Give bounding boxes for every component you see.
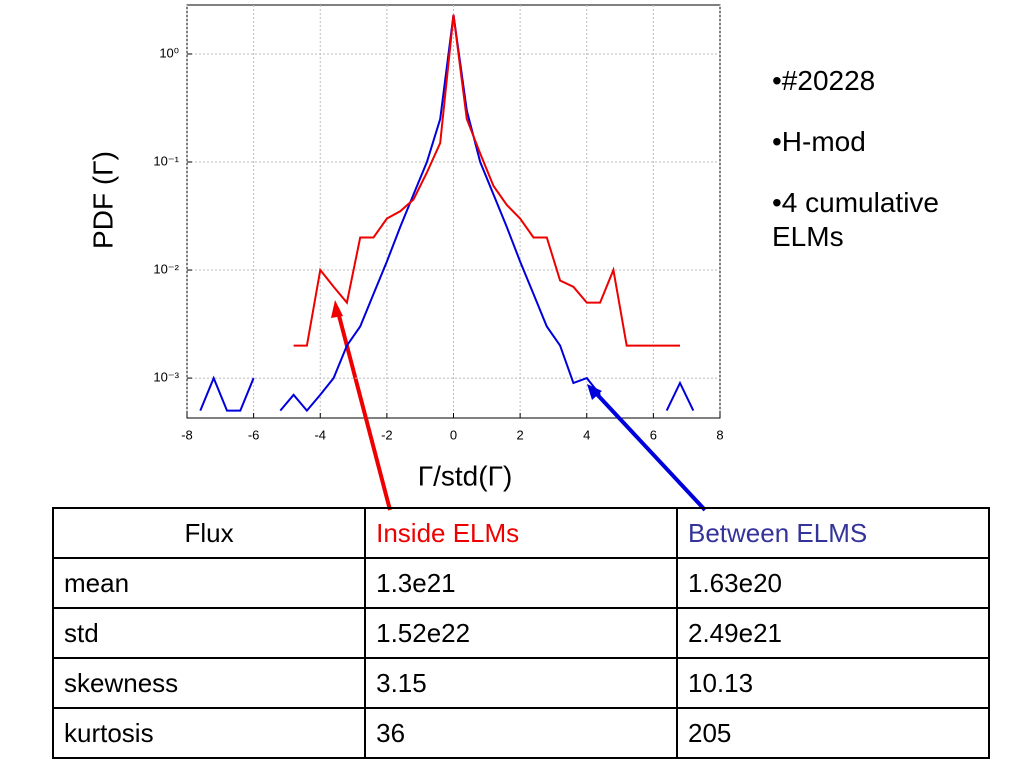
arrow <box>591 388 707 512</box>
table-cell: 205 <box>676 707 990 759</box>
x-tick-label: 0 <box>450 427 457 442</box>
table-header: Flux Inside ELMs Between ELMS <box>51 507 990 559</box>
table-cell: 10.13 <box>676 657 990 709</box>
table-cell: std <box>51 607 367 659</box>
bullet: •4 cumulative ELMs <box>772 187 939 252</box>
header-cell: Between ELMS <box>676 507 990 559</box>
y-tick-label: 10⁻¹ <box>153 153 179 168</box>
x-tick-label: 4 <box>583 427 590 442</box>
x-tick-label: -6 <box>248 427 260 442</box>
x-tick-label: 2 <box>517 427 524 442</box>
table-row: std 1.52e22 2.49e21 <box>51 607 990 659</box>
bullet: •#20228 <box>772 65 876 96</box>
series-line <box>293 14 680 347</box>
table-row: skewness 3.15 10.13 <box>51 657 990 709</box>
x-axis-label: Γ/std(Γ) <box>418 460 513 491</box>
stats-table: Flux Inside ELMs Between ELMS mean 1.3e21… <box>51 507 990 759</box>
table-cell: 1.52e22 <box>364 607 678 659</box>
arrow <box>335 307 392 511</box>
x-tick-label: -2 <box>381 427 393 442</box>
header-cell: Flux <box>51 507 367 559</box>
header-cell: Inside ELMs <box>364 507 678 559</box>
y-tick-label: 10⁰ <box>159 45 179 60</box>
arrowhead <box>587 384 602 400</box>
table-cell: mean <box>51 557 367 609</box>
table-cell: kurtosis <box>51 707 367 759</box>
x-tick-label: 8 <box>716 427 723 442</box>
table-cell: skewness <box>51 657 367 709</box>
bullet: •H-mod <box>772 126 866 157</box>
table-cell: 3.15 <box>364 657 678 709</box>
y-tick-label: 10⁻³ <box>153 370 179 385</box>
table-row: mean 1.3e21 1.63e20 <box>51 557 990 609</box>
table-cell: 1.3e21 <box>364 557 678 609</box>
table-cell: 2.49e21 <box>676 607 990 659</box>
y-tick-label: 10⁻² <box>153 261 179 276</box>
arrowhead <box>331 300 343 318</box>
x-tick-label: 6 <box>650 427 657 442</box>
table-cell: 36 <box>364 707 678 759</box>
table-row: kurtosis 36 205 <box>51 707 990 759</box>
series-line <box>199 14 695 413</box>
x-tick-label: -8 <box>181 427 193 442</box>
table-cell: 1.63e20 <box>676 557 990 609</box>
y-axis-label: PDF (Γ) <box>87 151 118 249</box>
x-tick-label: -4 <box>314 427 326 442</box>
